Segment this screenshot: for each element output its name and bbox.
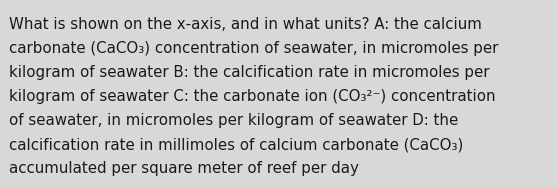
Text: calcification rate in millimoles of calcium carbonate (CaCO₃): calcification rate in millimoles of calc… bbox=[9, 137, 463, 152]
Text: kilogram of seawater B: the calcification rate in micromoles per: kilogram of seawater B: the calcificatio… bbox=[9, 65, 489, 80]
Text: of seawater, in micromoles per kilogram of seawater D: the: of seawater, in micromoles per kilogram … bbox=[9, 113, 458, 128]
Text: accumulated per square meter of reef per day: accumulated per square meter of reef per… bbox=[9, 161, 359, 176]
Text: What is shown on the x-axis, and in what units? A: the calcium: What is shown on the x-axis, and in what… bbox=[9, 17, 482, 32]
Text: carbonate (CaCO₃) concentration of seawater, in micromoles per: carbonate (CaCO₃) concentration of seawa… bbox=[9, 41, 498, 56]
Text: kilogram of seawater C: the carbonate ion (CO₃²⁻) concentration: kilogram of seawater C: the carbonate io… bbox=[9, 89, 496, 104]
